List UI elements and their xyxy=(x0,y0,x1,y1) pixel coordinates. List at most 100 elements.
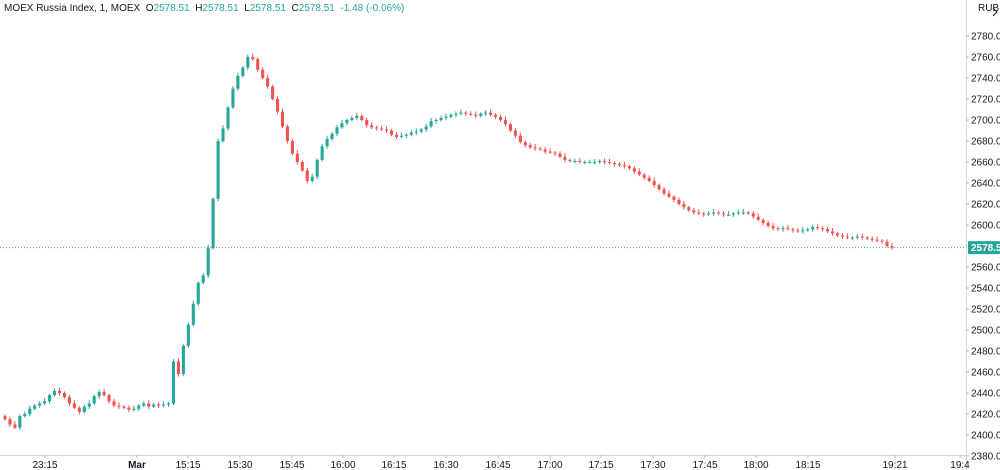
candle-body xyxy=(731,213,735,215)
candle-body xyxy=(355,115,359,118)
candle-body xyxy=(717,212,721,214)
candle-body xyxy=(162,404,166,406)
y-tick-label: 2500.00 xyxy=(971,326,1000,337)
candle-body xyxy=(677,199,681,205)
candle-body xyxy=(276,99,280,112)
candle-body xyxy=(603,160,607,163)
candle-body xyxy=(637,171,641,175)
candle-body xyxy=(479,113,483,116)
candle-body xyxy=(533,147,537,149)
candle-body xyxy=(404,134,408,136)
legend-low-value: 2578.51 xyxy=(249,3,286,14)
candle-body xyxy=(498,116,503,121)
candle-body xyxy=(300,162,304,171)
candle-body xyxy=(821,228,825,230)
candle-body xyxy=(845,236,849,238)
x-tick-label: 16:00 xyxy=(330,460,355,470)
candle-body xyxy=(171,361,176,404)
candle-body xyxy=(865,237,869,239)
candle-body xyxy=(811,227,815,230)
candle-body xyxy=(261,69,265,79)
candle-body xyxy=(741,212,745,214)
x-tick-label: 16:15 xyxy=(381,460,406,470)
y-tick-label: 2660.00 xyxy=(971,158,1000,169)
candle-body xyxy=(449,114,453,117)
candle-body xyxy=(350,117,354,121)
candle-body xyxy=(459,112,463,114)
candle-body xyxy=(687,207,691,211)
candle-body xyxy=(608,162,612,164)
y-tick-label: 2740.00 xyxy=(971,74,1000,85)
y-tick-label: 2400.00 xyxy=(971,431,1000,442)
candle-body xyxy=(23,414,27,417)
candle-body xyxy=(558,153,562,157)
candle-body xyxy=(528,145,532,148)
candle-body xyxy=(518,135,522,143)
candle-body xyxy=(147,403,151,407)
candle-body xyxy=(766,222,770,227)
candle-body xyxy=(285,126,289,142)
candle-body xyxy=(419,129,423,132)
candle-body xyxy=(692,210,696,213)
candle-body xyxy=(157,404,161,406)
candle-body xyxy=(632,168,636,172)
candle-body xyxy=(464,112,468,114)
candle-body xyxy=(38,403,42,406)
candle-body xyxy=(726,214,731,216)
y-tick-label: 2760.00 xyxy=(971,53,1000,64)
candle-body xyxy=(414,131,418,133)
candle-body xyxy=(290,141,294,154)
candle-body xyxy=(87,403,91,407)
last-price-badge xyxy=(968,241,1000,255)
legend: MOEX Russia Index, 1, MOEX O2578.51 H257… xyxy=(4,3,405,14)
x-tick-label: Mar xyxy=(128,460,146,470)
candle-body xyxy=(305,170,309,181)
candle-body xyxy=(548,151,552,153)
candle-body xyxy=(166,403,171,405)
candle-body xyxy=(771,226,775,229)
candle-body xyxy=(855,236,859,238)
candle-body xyxy=(860,236,864,238)
candle-body xyxy=(53,390,57,396)
x-tick-label: 15:30 xyxy=(227,460,252,470)
candle-body xyxy=(221,128,225,142)
candle-body xyxy=(474,114,478,116)
y-tick-label: 2440.00 xyxy=(971,389,1000,400)
candle-body xyxy=(246,57,250,68)
candle-body xyxy=(102,391,106,396)
candle-body xyxy=(429,121,433,127)
candle-body xyxy=(816,227,820,229)
candle-body xyxy=(627,166,631,169)
candle-body xyxy=(132,408,136,410)
candle-body xyxy=(831,231,835,234)
candle-body xyxy=(77,407,81,412)
candle-body xyxy=(385,129,389,131)
candle-body xyxy=(890,246,894,248)
candle-body xyxy=(578,160,582,163)
y-tick-label: 2700.00 xyxy=(971,116,1000,127)
candle-body xyxy=(310,176,314,181)
x-tick-label: 17:00 xyxy=(537,460,562,470)
candle-body xyxy=(92,396,96,404)
y-tick-label: 2420.00 xyxy=(971,410,1000,421)
candle-body xyxy=(206,248,210,276)
legend-high-value: 2578.51 xyxy=(202,3,239,14)
candle-body xyxy=(484,112,488,114)
candle-body xyxy=(82,406,86,412)
y-tick-label: 2560.00 xyxy=(971,263,1000,274)
candle-body xyxy=(672,196,676,200)
candle-body xyxy=(330,133,334,139)
legend-high-label: H xyxy=(195,3,203,14)
candle-body xyxy=(72,403,76,408)
candle-body xyxy=(721,213,726,215)
candle-body xyxy=(117,405,121,407)
candle-body xyxy=(434,120,438,122)
candle-body xyxy=(806,229,810,231)
y-tick-label: 2720.00 xyxy=(971,95,1000,106)
legend-close-value: 2578.51 xyxy=(298,3,335,14)
candle-body xyxy=(573,160,577,162)
candle-body xyxy=(320,146,324,160)
candle-body xyxy=(424,126,428,130)
